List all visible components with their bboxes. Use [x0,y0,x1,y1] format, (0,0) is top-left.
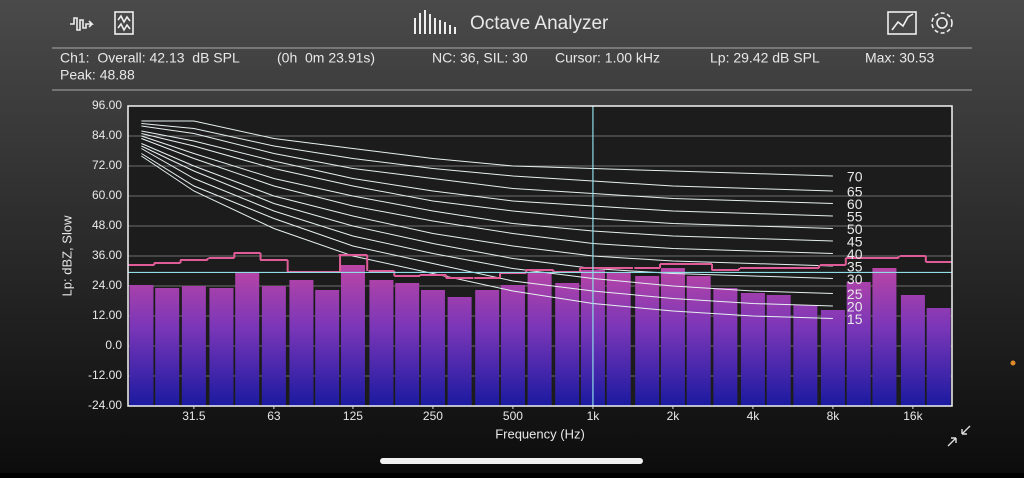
nc-label: 20 [847,299,863,315]
toolbar-icons[interactable] [887,11,953,35]
nc-label: 30 [847,271,863,287]
nc-label: 35 [847,259,863,275]
x-tick-label: 31.5 [182,409,206,423]
nc-curve [141,123,833,192]
x-tick-label: 2k [667,409,681,423]
nc-label: 70 [847,169,863,185]
y-tick-label: -24.00 [88,398,122,412]
bar [766,295,791,406]
nc-label: 25 [847,286,863,302]
x-axis-label: Frequency (Hz) [495,426,585,441]
x-tick-label: 500 [503,409,523,423]
app-title: Octave Analyzer [470,13,609,34]
bar [315,290,340,406]
y-tick-label: 0.0 [105,338,122,352]
bar [527,272,552,406]
status-lp: Lp: 29.42 dB SPL [710,50,820,66]
nc-label: 40 [847,246,863,262]
nc-curve [141,120,833,177]
nc-label: 45 [847,234,863,250]
nc-curve [141,125,833,204]
plot-frame [127,105,953,407]
x-tick-label: 8k [827,409,841,423]
nc-label: 60 [847,196,863,212]
bar [235,273,260,406]
home-indicator[interactable] [380,458,643,464]
y-axis-label: Lp: dBZ, Slow [59,215,74,297]
bar [686,276,711,406]
bar [740,293,765,406]
status-overall: Ch1: Overall: 42.13 dB SPL [60,50,240,66]
bar [926,308,951,406]
nc-curve [141,143,833,267]
bar [872,268,897,406]
x-tick-label: 250 [423,409,443,423]
bar [289,280,314,406]
status-peak: Peak: 48.88 [60,67,135,83]
bar [500,285,525,406]
y-tick-label: 36.00 [92,248,122,262]
nc-curve [141,138,833,254]
bar [155,288,180,406]
bar [475,290,500,406]
y-tick-label: 60.00 [92,188,122,202]
y-tick-label: 84.00 [92,128,122,142]
bar [713,288,738,406]
bar [846,282,871,406]
x-tick-label: 16k [903,409,923,423]
bar [447,297,472,406]
status-max: Max: 30.53 [865,50,934,66]
nc-curve [141,155,833,319]
plot[interactable] [128,105,952,407]
x-tick-label: 125 [343,409,363,423]
nc-curve [141,148,833,294]
x-tick-label: 63 [267,409,281,423]
bar [555,283,580,406]
status-nc: NC: 36, SIL: 30 [432,50,528,66]
bar [606,272,631,406]
status-time: (0h 0m 23.91s) [277,50,375,66]
nc-label: 55 [847,209,863,225]
indicator-dot [1010,360,1016,366]
bar [420,290,445,406]
bar [261,286,286,406]
nc-curve [141,145,833,279]
y-tick-label: 96.00 [92,98,122,112]
x-tick-label: 1k [587,409,601,423]
bar [395,283,420,406]
bar [369,280,394,406]
bar [635,276,660,406]
nc-curve [141,130,833,217]
nc-label: 15 [847,311,863,327]
y-tick-label: 72.00 [92,158,122,172]
bar [129,285,154,406]
mode-icons[interactable] [70,11,134,35]
bar [793,305,818,406]
y-tick-label: -12.00 [88,368,122,382]
nc-curve [141,135,833,242]
bar [900,295,925,406]
bar [820,310,845,406]
nc-label: 50 [847,221,863,237]
y-tick-label: 24.00 [92,278,122,292]
bar [181,286,206,406]
y-tick-label: 48.00 [92,218,122,232]
nc-curve [141,133,833,229]
status-cursor: Cursor: 1.00 kHz [555,50,660,66]
y-tick-label: 12.00 [92,308,122,322]
nc-label: 65 [847,184,863,200]
collapse-icon[interactable] [947,425,971,447]
bar [660,268,685,406]
bar [340,265,365,406]
x-tick-label: 4k [747,409,761,423]
bar [209,288,234,406]
app-icon [414,10,456,34]
